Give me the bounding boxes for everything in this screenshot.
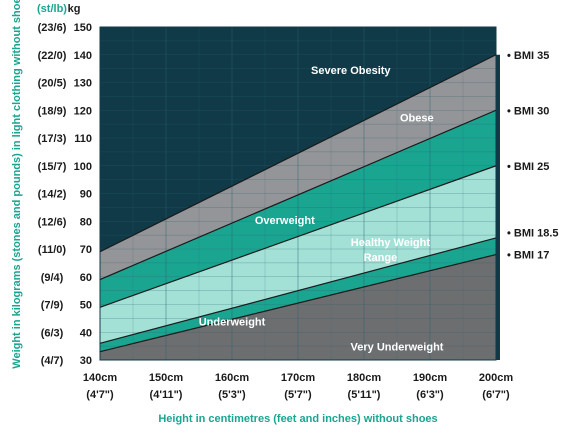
boundary-bmi-17 — [99, 253, 497, 353]
y-units-label: kg — [68, 3, 81, 15]
y-tick-label: 100 — [74, 161, 92, 173]
y-tick-alt-label: (20/5) — [38, 78, 67, 90]
x-tick-label: 190cm — [413, 372, 447, 384]
y-tick-label: 150 — [74, 22, 92, 34]
x-axis-title: Height in centimetres (feet and inches) … — [158, 413, 437, 425]
boundary-bmi-25 — [99, 165, 497, 308]
y-tick-label: 120 — [74, 105, 92, 117]
x-tick-sublabel: (5'11") — [348, 389, 381, 401]
y-tick-label: 70 — [80, 244, 92, 256]
x-tick-sublabel: (5'3") — [218, 389, 246, 401]
region-label-obese: Obese — [400, 112, 434, 124]
y-tick-alt-label: (12/6) — [38, 216, 67, 228]
x-tick-sublabel: (4'11") — [150, 389, 183, 401]
x-ticks-layer: 140cm (4'7") 150cm (4'11") 160cm (5'3") 170cm (… — [83, 372, 513, 401]
y-alt-units-label: (st/lb) — [37, 3, 67, 15]
x-tick-label: 170cm — [281, 372, 315, 384]
region-label-overweight: Overweight — [255, 215, 315, 227]
y-ticks-layer: (23/6) 150 (22/0) 140 (20/5) 130 (18/9) 120 (17/… — [38, 22, 92, 367]
y-tick-label: 110 — [74, 133, 92, 145]
y-tick-alt-label: (18/9) — [38, 105, 67, 117]
x-tick-sublabel: (6'3") — [416, 389, 444, 401]
region-label-very-underweight: Very Underweight — [351, 341, 444, 353]
y-tick-label: 80 — [80, 216, 92, 228]
y-tick-alt-label: (23/6) — [38, 22, 67, 34]
x-tick-sublabel: (4'7") — [86, 389, 114, 401]
bmi-side-strip — [496, 54, 500, 360]
x-tick-label: 140cm — [83, 372, 117, 384]
y-tick-label: 130 — [74, 78, 92, 90]
boundary-bmi-35 — [99, 54, 497, 253]
y-tick-alt-label: (14/2) — [38, 189, 67, 201]
y-tick-label: 30 — [80, 355, 92, 367]
region-label-healthy-weight: Healthy Weight — [351, 237, 431, 249]
y-axis-title: Weight in kilograms (stones and pounds) … — [11, 0, 23, 369]
bmi-label-bmi-17: • BMI 17 — [507, 250, 549, 262]
bmi-label-bmi-30: • BMI 30 — [507, 105, 549, 117]
y-tick-alt-label: (4/7) — [41, 355, 64, 367]
y-tick-alt-label: (22/0) — [38, 50, 67, 62]
region-label-healthy-weight-line2: Range — [364, 252, 398, 264]
boundary-lines-layer — [99, 54, 497, 353]
x-tick-sublabel: (5'7") — [284, 389, 312, 401]
x-tick-label: 160cm — [215, 372, 249, 384]
y-tick-label: 60 — [80, 272, 92, 284]
y-tick-label: 50 — [80, 300, 92, 312]
boundary-bmi-30 — [99, 109, 497, 281]
bmi-label-bmi-35: • BMI 35 — [507, 50, 549, 62]
region-label-severe-obesity: Severe Obesity — [311, 65, 391, 77]
y-tick-label: 90 — [80, 189, 92, 201]
x-tick-label: 150cm — [149, 372, 183, 384]
y-tick-alt-label: (9/4) — [41, 272, 64, 284]
y-tick-alt-label: (17/3) — [38, 133, 67, 145]
x-tick-sublabel: (6'7") — [482, 389, 510, 401]
y-tick-alt-label: (11/0) — [38, 244, 66, 256]
y-tick-alt-label: (7/9) — [41, 300, 64, 312]
bmi-labels-layer: • BMI 17 • BMI 18.5 • BMI 25 • BMI 30 • BMI … — [507, 50, 559, 262]
y-tick-alt-label: (15/7) — [38, 161, 67, 173]
y-tick-label: 140 — [74, 50, 92, 62]
bmi-label-bmi-25: • BMI 25 — [507, 161, 549, 173]
bmi-label-bmi-18-5: • BMI 18.5 — [507, 227, 559, 239]
y-tick-alt-label: (6/3) — [41, 327, 64, 339]
region-labels-layer: Very Underweight Underweight Healthy Weigh… — [199, 65, 444, 353]
boundary-bmi-18-5 — [99, 237, 497, 344]
x-tick-label: 180cm — [347, 372, 381, 384]
x-tick-label: 200cm — [479, 372, 513, 384]
y-tick-label: 40 — [80, 327, 92, 339]
region-label-underweight: Underweight — [199, 316, 266, 328]
